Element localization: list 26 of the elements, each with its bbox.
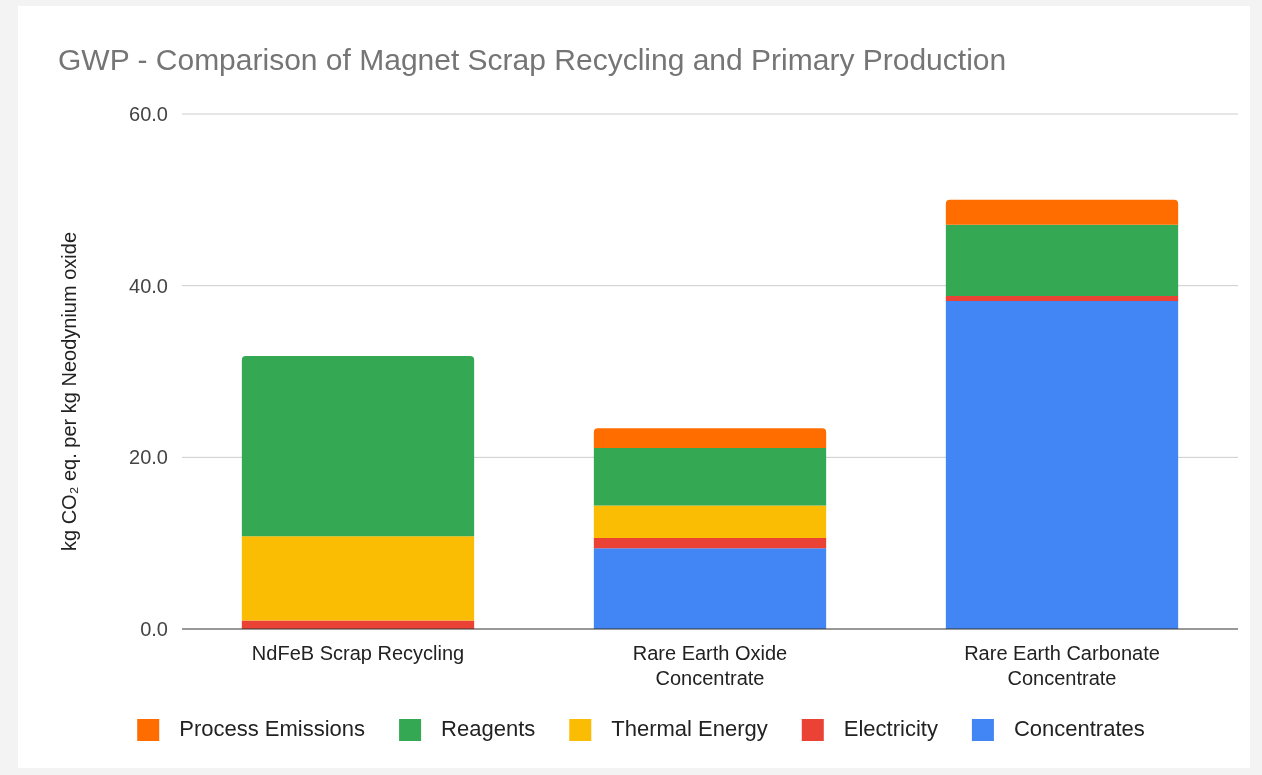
bar	[241, 356, 475, 537]
bar	[593, 505, 827, 539]
bar	[945, 301, 1179, 629]
x-tick-label: Rare Earth Oxide Concentrate	[632, 642, 788, 689]
chart-title: GWP - Comparison of Magnet Scrap Recycling and Primary Production	[58, 43, 1007, 76]
bar	[945, 224, 1179, 296]
legend-label: Thermal Energy	[611, 716, 768, 741]
y-axis-title: kg CO₂ eq. per kg Neodynium oxide	[58, 231, 80, 552]
y-tick-label: 0.0	[140, 617, 168, 640]
bar	[593, 428, 827, 448]
bar	[593, 538, 827, 549]
legend-label: Process Emissions	[179, 716, 366, 741]
bar	[241, 620, 475, 629]
y-tick-label: 60.0	[129, 102, 168, 125]
y-tick-label: 20.0	[129, 446, 168, 469]
bar	[593, 548, 827, 629]
y-tick-label: 40.0	[129, 274, 168, 297]
legend-label: Concentrates	[1013, 716, 1145, 741]
legend-label: Electricity	[843, 716, 938, 741]
x-tick-label: NdFeB Scrap Recycling	[251, 642, 465, 664]
legend-label: Reagents	[441, 716, 536, 741]
x-tick-label: Rare Earth Carbonate Concentrate	[964, 642, 1160, 689]
bar	[241, 536, 475, 621]
bar	[945, 295, 1179, 302]
bar	[945, 199, 1179, 225]
bar	[593, 447, 827, 506]
